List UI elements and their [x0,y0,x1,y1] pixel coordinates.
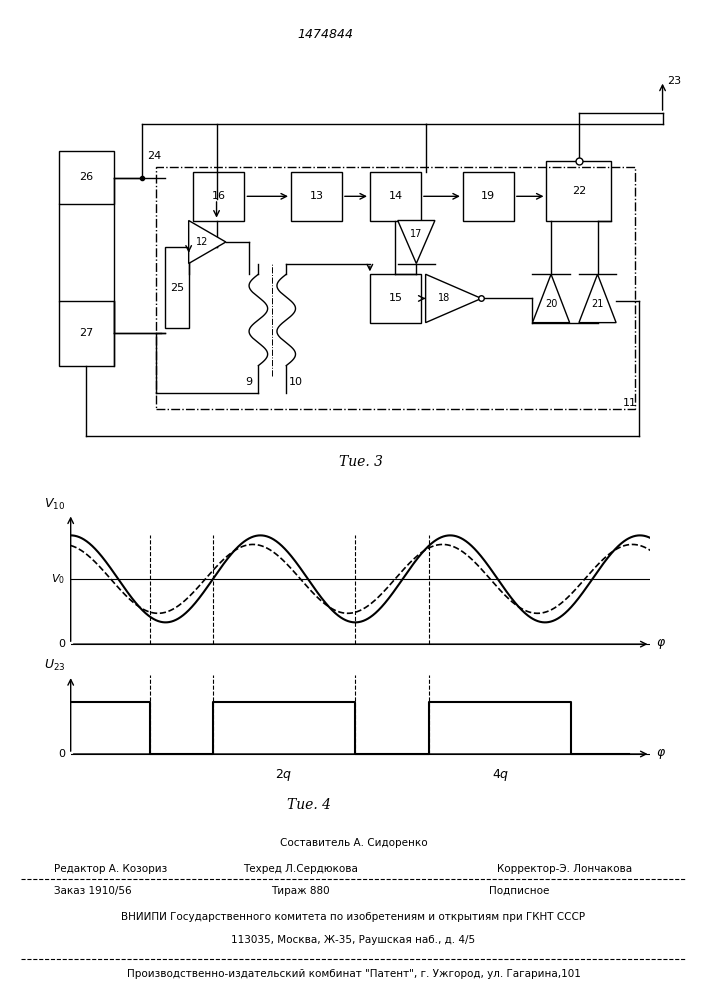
Text: $\varphi$: $\varphi$ [655,637,666,651]
Bar [156,167,635,409]
Bar [291,172,342,221]
Text: 10: 10 [288,377,303,387]
Text: 20: 20 [545,299,557,309]
Text: 9: 9 [245,377,252,387]
Polygon shape [532,274,570,323]
Text: Заказ 1910/56: Заказ 1910/56 [54,886,132,896]
Bar [370,274,421,323]
Text: 21: 21 [591,299,604,309]
Text: ВНИИПИ Государственного комитета по изобретениям и открытиям при ГКНТ СССР: ВНИИПИ Государственного комитета по изоб… [122,912,585,922]
Bar [59,151,115,204]
Text: 27: 27 [79,328,93,338]
Text: 1474844: 1474844 [297,28,354,41]
Text: Составитель А. Сидоренко: Составитель А. Сидоренко [280,838,427,848]
Text: 11: 11 [623,398,637,408]
Text: 18: 18 [438,293,450,303]
Text: 22: 22 [572,186,586,196]
Text: 15: 15 [388,293,402,303]
Text: $\varphi$: $\varphi$ [655,747,666,761]
Text: $U_{23}$: $U_{23}$ [44,658,66,673]
Text: 113035, Москва, Ж-35, Раушская наб., д. 4/5: 113035, Москва, Ж-35, Раушская наб., д. … [231,935,476,945]
Text: Корректор-Э. Лончакова: Корректор-Э. Лончакова [498,864,633,874]
Text: 24: 24 [147,151,161,161]
Text: 12: 12 [197,237,209,247]
Text: 16: 16 [212,191,226,201]
Text: 0: 0 [59,639,66,649]
Text: 23: 23 [667,76,682,86]
Text: 17: 17 [410,229,423,239]
Text: 19: 19 [481,191,496,201]
Text: $2q$: $2q$ [276,767,293,783]
Text: 25: 25 [170,283,184,293]
Bar [463,172,514,221]
Polygon shape [579,274,616,323]
Bar [370,172,421,221]
Bar [193,172,245,221]
Polygon shape [398,221,435,263]
Polygon shape [189,221,226,263]
Text: Редактор А. Козориз: Редактор А. Козориз [54,864,168,874]
Bar [547,161,612,221]
Text: $V_0$: $V_0$ [52,572,66,586]
Text: 13: 13 [310,191,323,201]
Text: 0: 0 [59,749,66,759]
Text: 14: 14 [388,191,402,201]
Bar [59,301,115,366]
Text: Подписное: Подписное [489,886,550,896]
Text: Производственно-издательский комбинат "Патент", г. Ужгород, ул. Гагарина,101: Производственно-издательский комбинат "П… [127,969,580,979]
Text: Τие. 4: Τие. 4 [286,798,331,812]
Text: Τие. 3: Τие. 3 [339,455,382,469]
Text: 26: 26 [79,172,93,182]
Bar [165,247,189,328]
Text: $V_{10}$: $V_{10}$ [45,497,66,512]
Text: Тираж 880: Тираж 880 [271,886,329,896]
Text: $4q$: $4q$ [491,767,509,783]
Polygon shape [426,274,481,323]
Text: Техред Л.Сердюкова: Техред Л.Сердюкова [243,864,358,874]
